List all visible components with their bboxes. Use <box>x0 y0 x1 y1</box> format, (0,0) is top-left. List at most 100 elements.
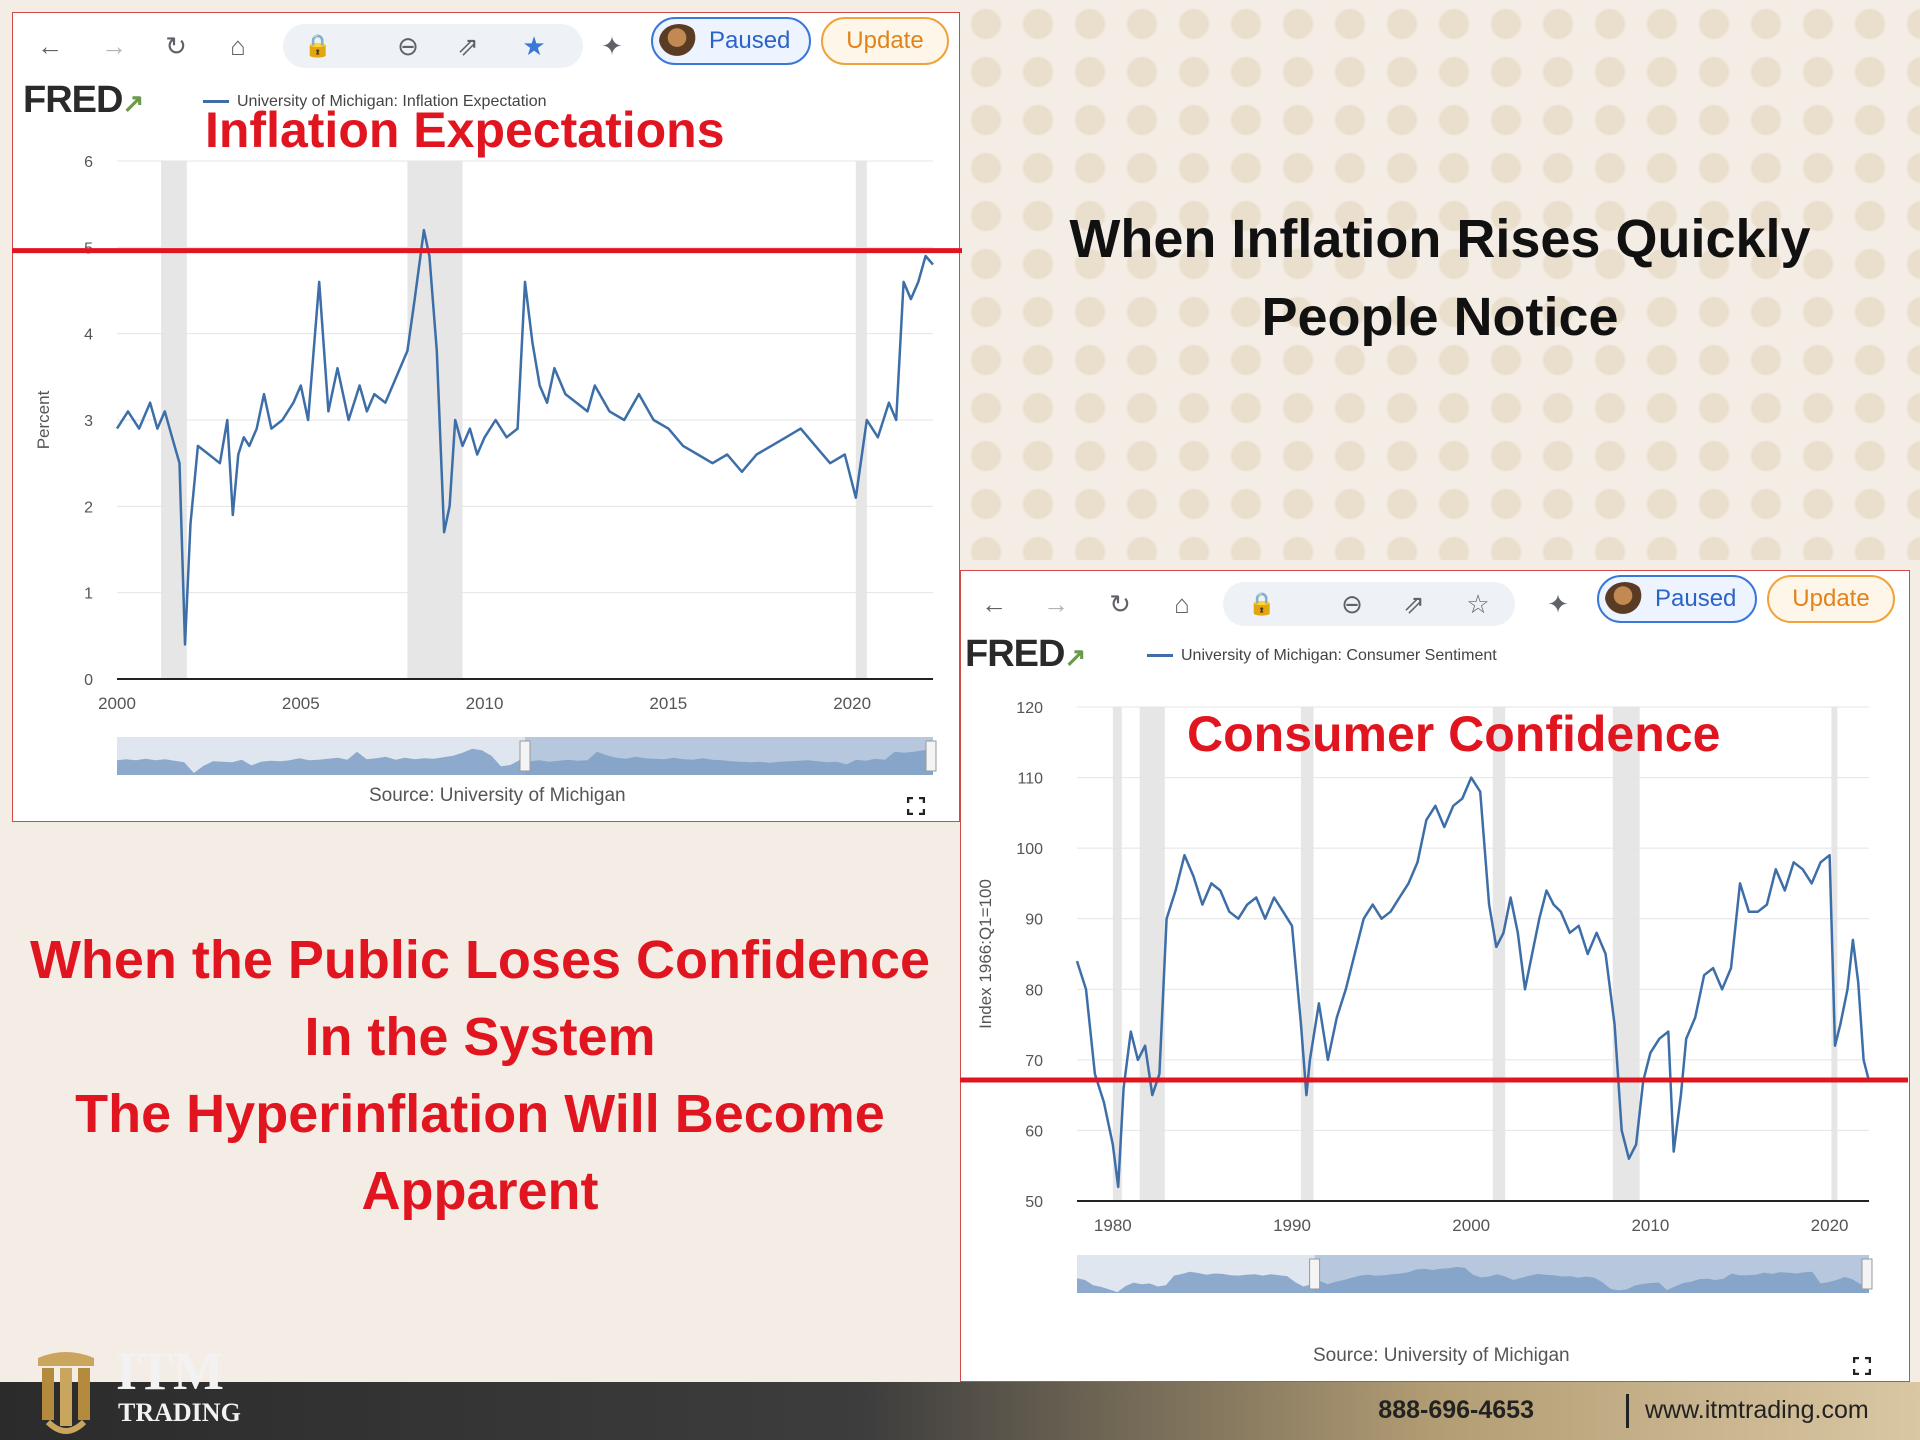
consumer-chart: 50 60 70 80 90 100 110 120 1980 1990 2000 2010 2020 I… <box>976 700 1873 1293</box>
home-icon[interactable]: ⌂ <box>230 30 246 61</box>
phone-number[interactable]: 888-696-4653 <box>1378 1396 1534 1424</box>
avatar <box>659 24 699 58</box>
x-tick-label: 1990 <box>1273 1216 1311 1235</box>
x-tick-label: 2010 <box>466 694 504 713</box>
navigator-handle <box>1861 1258 1873 1290</box>
overlay-title-consumer: Consumer Confidence <box>1187 706 1721 762</box>
navigator-series <box>1077 1266 1869 1293</box>
lock-icon[interactable]: 🔒 <box>1248 591 1276 616</box>
x-tick-label: 2020 <box>1811 1216 1849 1235</box>
navigator-handle <box>925 740 937 772</box>
y-tick-label: 6 <box>84 154 93 171</box>
avatar <box>1605 582 1645 616</box>
menu-kebab-icon[interactable]: ⋮ <box>951 23 959 58</box>
headline-left-line2: In the System <box>304 1007 656 1067</box>
footer-bar <box>0 1382 1920 1440</box>
back-icon[interactable]: ← <box>981 588 1007 619</box>
recession-band <box>1112 707 1122 1201</box>
x-tick-label: 2000 <box>1452 1216 1490 1235</box>
y-tick-label: 1 <box>84 586 93 603</box>
recession-band <box>1831 707 1838 1201</box>
y-tick-label: 60 <box>1025 1123 1043 1140</box>
y-tick-label: 0 <box>84 672 93 689</box>
x-tick-label: 1980 <box>1094 1216 1132 1235</box>
y-tick-label: 120 <box>1016 700 1043 717</box>
update-label: Update <box>846 27 924 54</box>
profile-paused-button[interactable]: Paused <box>651 17 811 65</box>
paused-label: Paused <box>709 27 791 54</box>
star-icon[interactable]: ★ <box>522 30 546 61</box>
navigator-handle <box>1309 1258 1321 1290</box>
update-button[interactable]: Update <box>1767 575 1895 623</box>
browser-toolbar: ← → ↻ ⌂ 🔒 ⊖ ⇗ ☆ ✦ Paused Update <box>961 571 1909 635</box>
home-icon[interactable]: ⌂ <box>1174 588 1190 619</box>
y-tick-label: 110 <box>1017 771 1043 788</box>
fred-logo: FRED↗ <box>23 79 144 121</box>
expand-icon[interactable] <box>1853 1357 1871 1375</box>
inflation-chart: 0 1 2 3 4 5 6 2000 2005 2010 2015 2020 Percent <box>34 154 937 775</box>
legend-line <box>203 100 229 104</box>
share-icon[interactable]: ⇗ <box>457 30 479 61</box>
lock-icon[interactable]: 🔒 <box>304 33 332 58</box>
back-icon[interactable]: ← <box>37 30 63 61</box>
headline-top-line2: People Notice <box>1261 287 1619 347</box>
plot-area <box>1077 707 1869 1201</box>
forward-icon[interactable]: → <box>1043 588 1069 619</box>
headline-left: When the Public Loses Confidence In the … <box>10 922 950 1230</box>
logo-itm: ITM <box>116 1341 224 1401</box>
reload-icon[interactable]: ↻ <box>1109 588 1131 619</box>
x-tick-label: 2010 <box>1631 1216 1669 1235</box>
recession-band <box>1300 707 1314 1201</box>
y-axis-label: Percent <box>34 390 53 449</box>
recession-band <box>1612 707 1640 1201</box>
y-tick-label: 2 <box>84 499 93 516</box>
zoom-out-icon[interactable]: ⊖ <box>397 30 419 61</box>
navigator-handle <box>519 740 531 772</box>
chart-source: Source: University of Michigan <box>369 785 626 806</box>
y-axis-label: Index 1966:Q1=100 <box>976 879 995 1029</box>
browser-window-consumer: ← → ↻ ⌂ 🔒 ⊖ ⇗ ☆ ✦ Paused Update FRED↗ Un… <box>960 570 1910 1382</box>
share-icon[interactable]: ⇗ <box>1403 588 1425 619</box>
expand-icon[interactable] <box>907 797 925 815</box>
chart-source: Source: University of Michigan <box>1313 1345 1570 1366</box>
recession-band <box>1139 707 1165 1201</box>
update-button[interactable]: Update <box>821 17 949 65</box>
legend-line <box>1147 654 1173 658</box>
forward-icon[interactable]: → <box>101 30 127 61</box>
y-tick-label: 50 <box>1025 1194 1043 1211</box>
extensions-icon[interactable]: ✦ <box>601 30 623 61</box>
legend-label: University of Michigan: Inflation Expect… <box>237 93 547 110</box>
address-bar[interactable] <box>1223 582 1515 626</box>
update-label: Update <box>1792 585 1870 612</box>
footer-divider <box>1626 1394 1629 1428</box>
column-icon <box>38 1352 94 1434</box>
extensions-icon[interactable]: ✦ <box>1547 588 1569 619</box>
star-icon[interactable]: ☆ <box>1466 588 1490 619</box>
y-tick-label: 70 <box>1025 1053 1043 1070</box>
series-line <box>1075 776 1871 1189</box>
y-tick-label: 5 <box>84 240 93 257</box>
x-tick-label: 2000 <box>98 694 136 713</box>
y-tick-label: 90 <box>1025 912 1043 929</box>
y-tick-label: 3 <box>84 413 93 430</box>
series-legend: University of Michigan: Consumer Sentime… <box>1147 647 1497 665</box>
zoom-out-icon[interactable]: ⊖ <box>1341 588 1363 619</box>
profile-paused-button[interactable]: Paused <box>1597 575 1757 623</box>
headline-left-line4: Apparent <box>361 1161 599 1221</box>
overlay-title-inflation: Inflation Expectations <box>205 102 725 158</box>
y-tick-label: 80 <box>1025 982 1043 999</box>
reload-icon[interactable]: ↻ <box>165 30 187 61</box>
browser-window-inflation: ← → ↻ ⌂ 🔒 ⊖ ⇗ ★ ✦ Paused Update ⋮ FRED↗ … <box>12 12 960 822</box>
paused-label: Paused <box>1655 585 1737 612</box>
headline-top: When Inflation Rises Quickly People Noti… <box>980 200 1900 356</box>
address-bar[interactable] <box>283 24 583 68</box>
background-pattern <box>960 0 1920 560</box>
y-tick-label: 100 <box>1016 841 1043 858</box>
x-tick-label: 2005 <box>282 694 320 713</box>
headline-left-line3: The Hyperinflation Will Become <box>75 1084 885 1144</box>
x-tick-label: 2020 <box>833 694 871 713</box>
series-legend: University of Michigan: Inflation Expect… <box>203 93 546 111</box>
website-link[interactable]: www.itmtrading.com <box>1645 1396 1869 1424</box>
headline-left-line1: When the Public Loses Confidence <box>29 930 931 990</box>
fred-logo: FRED↗ <box>965 633 1086 675</box>
